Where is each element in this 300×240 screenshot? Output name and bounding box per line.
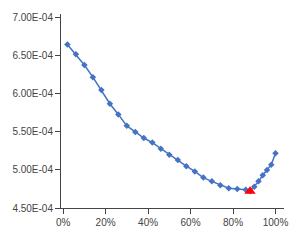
svg-text:80%: 80% (223, 217, 243, 228)
svg-text:20%: 20% (96, 217, 116, 228)
svg-text:6.50E-04: 6.50E-04 (12, 50, 53, 61)
svg-text:5.00E-04: 5.00E-04 (12, 164, 53, 175)
svg-text:40%: 40% (138, 217, 158, 228)
svg-text:5.50E-04: 5.50E-04 (12, 126, 53, 137)
svg-text:60%: 60% (181, 217, 201, 228)
svg-text:6.00E-04: 6.00E-04 (12, 88, 53, 99)
svg-text:7.00E-04: 7.00E-04 (12, 12, 53, 23)
svg-text:100%: 100% (263, 217, 289, 228)
svg-text:0%: 0% (56, 217, 71, 228)
svg-text:4.50E-04: 4.50E-04 (12, 203, 53, 214)
